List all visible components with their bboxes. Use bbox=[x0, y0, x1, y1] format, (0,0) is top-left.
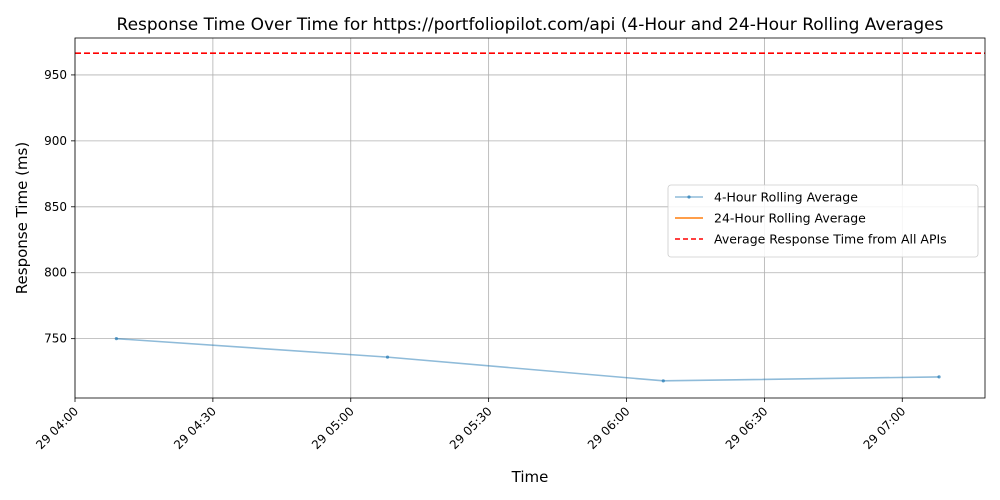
legend: 4-Hour Rolling Average 24-Hour Rolling Av… bbox=[667, 184, 979, 258]
x-tick-label: 29 04:30 bbox=[171, 404, 219, 452]
legend-label: Average Response Time from All APIs bbox=[714, 232, 947, 247]
legend-marker bbox=[687, 195, 691, 199]
y-axis-label: Response Time (ms) bbox=[13, 142, 31, 294]
legend-box bbox=[667, 184, 979, 258]
y-tick-label: 800 bbox=[44, 266, 67, 280]
x-tick-label: 29 05:00 bbox=[309, 404, 357, 452]
x-tick-label: 29 06:30 bbox=[723, 404, 771, 452]
legend-label: 4-Hour Rolling Average bbox=[714, 190, 858, 205]
data-point bbox=[385, 355, 390, 359]
y-tick-label: 900 bbox=[44, 134, 67, 148]
data-point bbox=[114, 337, 118, 341]
x-tick-label: 29 04:00 bbox=[33, 404, 81, 452]
y-tick-label: 750 bbox=[44, 332, 67, 346]
y-tick-label: 950 bbox=[44, 68, 67, 82]
legend-label: 24-Hour Rolling Average bbox=[714, 211, 866, 226]
x-axis-label: Time bbox=[511, 468, 549, 486]
y-tick-label: 850 bbox=[44, 200, 67, 214]
series-line bbox=[116, 337, 940, 382]
x-tick-label: 29 05:30 bbox=[447, 404, 495, 452]
data-point bbox=[661, 379, 665, 383]
plot-frame bbox=[74, 37, 986, 399]
x-tick-label: 29 07:00 bbox=[861, 404, 909, 452]
series-layer bbox=[114, 337, 941, 383]
chart-title: Response Time Over Time for https://port… bbox=[117, 15, 944, 35]
y-axis: 750 800 850 900 950 bbox=[44, 68, 75, 346]
x-axis: 29 04:00 29 04:30 29 05:00 29 05:30 29 06:00… bbox=[33, 398, 908, 452]
x-tick-label: 29 06:00 bbox=[585, 404, 633, 452]
data-point bbox=[937, 375, 941, 379]
